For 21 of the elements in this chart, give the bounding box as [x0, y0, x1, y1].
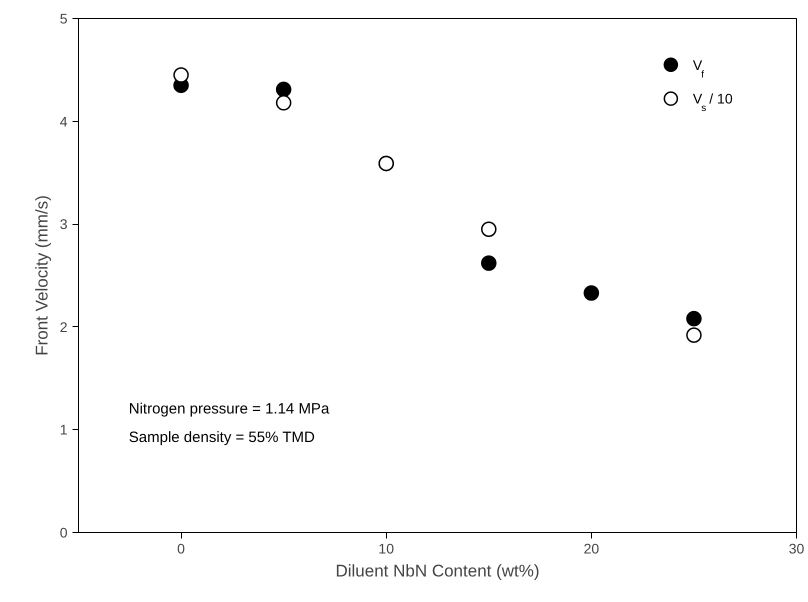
- y-tick-label: 5: [60, 10, 68, 26]
- x-tick-label: 0: [177, 540, 186, 556]
- y-tick-label: 4: [60, 113, 68, 130]
- point: [481, 255, 497, 271]
- x-tick-label: 30: [788, 540, 804, 556]
- x-tick-label: 10: [378, 540, 394, 556]
- point: [481, 222, 497, 237]
- y-tick-label: 2: [60, 318, 68, 335]
- annotation: Nitrogen pressure = 1.14 MPa: [128, 400, 330, 418]
- y-tick-label: 0: [60, 524, 68, 540]
- annotation: Sample density = 55% TMD: [128, 428, 315, 446]
- point: [686, 327, 702, 343]
- point: [584, 285, 600, 301]
- point: [686, 310, 702, 326]
- x-axis-title: Diluent NbN Content (wt%): [335, 562, 540, 580]
- y-tick-label: 3: [60, 216, 68, 232]
- x-tick-label: 20: [584, 540, 600, 556]
- y-tick-label: 1: [60, 422, 68, 438]
- y-axis-title: Front Velocity (mm/s): [32, 195, 52, 356]
- point: [276, 82, 292, 98]
- point: [173, 67, 189, 83]
